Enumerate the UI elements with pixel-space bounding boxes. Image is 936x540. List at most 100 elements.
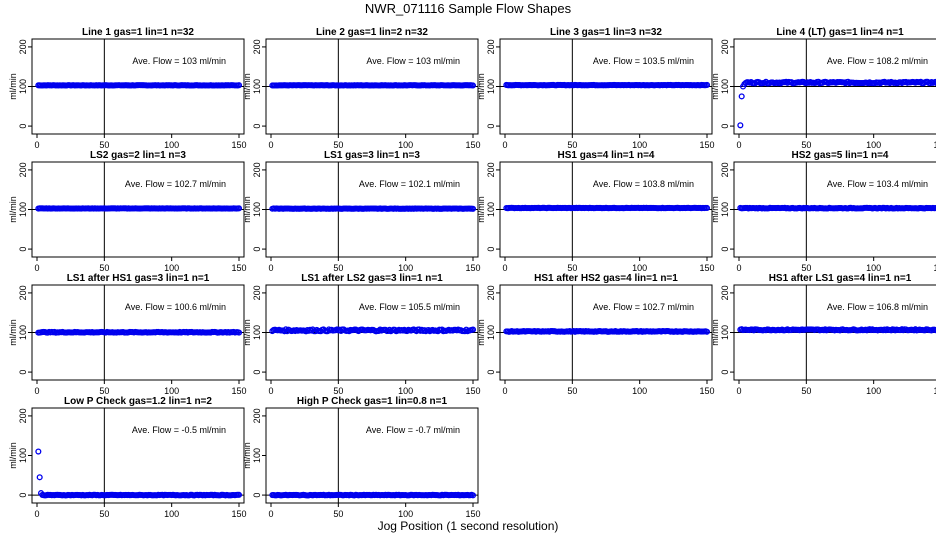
panel-title: Line 1 gas=1 lin=1 n=32 bbox=[82, 27, 194, 38]
x-tick-label: 50 bbox=[801, 263, 811, 273]
data-point bbox=[738, 93, 745, 100]
panel-title: Low P Check gas=1.2 lin=1 n=2 bbox=[64, 396, 212, 407]
average-flow-annotation: Ave. Flow = 103 ml/min bbox=[366, 56, 460, 66]
y-tick-label: 0 bbox=[486, 124, 496, 129]
panel-title: LS1 gas=3 lin=1 n=3 bbox=[324, 150, 420, 161]
y-tick-label: 0 bbox=[18, 370, 28, 375]
x-tick-label: 50 bbox=[567, 140, 577, 150]
y-tick-label: 200 bbox=[720, 285, 730, 300]
x-tick-label: 50 bbox=[333, 386, 343, 396]
page-title: NWR_071116 Sample Flow Shapes bbox=[364, 1, 572, 16]
x-tick-label: 100 bbox=[164, 263, 179, 273]
x-tick-label: 0 bbox=[502, 140, 507, 150]
y-tick-label: 100 bbox=[720, 202, 730, 217]
data-point bbox=[391, 326, 398, 333]
panel-title: LS1 after HS1 gas=3 lin=1 n=1 bbox=[67, 273, 210, 284]
x-tick-label: 150 bbox=[231, 386, 246, 396]
y-axis-label: ml/min bbox=[476, 196, 486, 223]
y-axis-label: ml/min bbox=[8, 196, 18, 223]
y-tick-label: 0 bbox=[720, 124, 730, 129]
panel-title: High P Check gas=1 lin=0.8 n=1 bbox=[297, 396, 448, 407]
average-flow-annotation: Ave. Flow = 103.4 ml/min bbox=[827, 179, 928, 189]
y-tick-label: 100 bbox=[720, 325, 730, 340]
average-flow-annotation: Ave. Flow = 102.7 ml/min bbox=[125, 179, 226, 189]
panel-2: Line 2 gas=1 lin=2 n=32 0 100 200 ml/min 0 50 1… bbox=[242, 27, 481, 150]
x-tick-label: 100 bbox=[866, 263, 881, 273]
y-axis-label: ml/min bbox=[710, 319, 720, 346]
y-tick-label: 0 bbox=[720, 370, 730, 375]
x-tick-label: 0 bbox=[34, 386, 39, 396]
x-tick-label: 0 bbox=[502, 386, 507, 396]
data-point bbox=[703, 81, 711, 88]
y-tick-label: 200 bbox=[18, 408, 28, 423]
data-point bbox=[933, 327, 936, 333]
y-tick-label: 100 bbox=[18, 79, 28, 94]
y-tick-label: 100 bbox=[720, 79, 730, 94]
y-axis-label: ml/min bbox=[710, 196, 720, 223]
y-tick-label: 200 bbox=[252, 162, 262, 177]
average-flow-annotation: Ave. Flow = 106.8 ml/min bbox=[827, 302, 928, 312]
x-tick-label: 150 bbox=[231, 140, 246, 150]
x-tick-label: 0 bbox=[34, 140, 39, 150]
y-axis-label: ml/min bbox=[242, 196, 252, 223]
average-flow-annotation: Ave. Flow = -0.7 ml/min bbox=[366, 425, 460, 435]
x-tick-label: 100 bbox=[398, 386, 413, 396]
y-tick-label: 0 bbox=[486, 247, 496, 252]
y-axis-label: ml/min bbox=[242, 73, 252, 100]
y-tick-label: 100 bbox=[18, 202, 28, 217]
y-tick-label: 100 bbox=[252, 79, 262, 94]
x-tick-label: 100 bbox=[632, 263, 647, 273]
x-tick-label: 0 bbox=[34, 509, 39, 519]
y-axis-label: ml/min bbox=[8, 319, 18, 346]
panel-1: Line 1 gas=1 lin=1 n=32 0 100 200 ml/min 0 50 1… bbox=[8, 27, 247, 150]
y-tick-label: 200 bbox=[18, 285, 28, 300]
average-flow-annotation: Ave. Flow = 105.5 ml/min bbox=[359, 302, 460, 312]
panel-title: HS1 after LS1 gas=4 lin=1 n=1 bbox=[769, 273, 912, 284]
y-tick-label: 200 bbox=[252, 285, 262, 300]
plot-frame bbox=[31, 407, 245, 504]
x-tick-label: 150 bbox=[933, 386, 936, 396]
y-tick-label: 0 bbox=[720, 247, 730, 252]
panel-8: HS2 gas=5 lin=1 n=4 0 100 200 ml/min 0 50 100 15… bbox=[710, 150, 936, 273]
panel-13: Low P Check gas=1.2 lin=1 n=2 0 100 200 ml/m… bbox=[8, 396, 247, 519]
data-point bbox=[703, 204, 711, 212]
data-point bbox=[421, 327, 428, 334]
average-flow-annotation: Ave. Flow = 108.2 ml/min bbox=[827, 56, 928, 66]
x-tick-label: 100 bbox=[398, 263, 413, 273]
y-tick-label: 200 bbox=[720, 39, 730, 54]
data-point bbox=[469, 82, 477, 89]
x-tick-label: 150 bbox=[699, 140, 714, 150]
y-tick-label: 200 bbox=[486, 162, 496, 177]
y-tick-label: 200 bbox=[252, 408, 262, 423]
y-tick-label: 100 bbox=[18, 448, 28, 463]
plot-frame bbox=[265, 407, 479, 504]
x-tick-label: 100 bbox=[164, 140, 179, 150]
y-tick-label: 0 bbox=[18, 247, 28, 252]
x-tick-label: 50 bbox=[333, 509, 343, 519]
x-tick-label: 150 bbox=[933, 140, 936, 150]
panel-title: LS1 after LS2 gas=3 lin=1 n=1 bbox=[301, 273, 443, 284]
data-point bbox=[469, 326, 477, 333]
y-axis-label: ml/min bbox=[242, 442, 252, 469]
x-tick-label: 0 bbox=[502, 263, 507, 273]
x-tick-label: 50 bbox=[99, 140, 109, 150]
x-tick-label: 150 bbox=[933, 263, 936, 273]
data-point bbox=[235, 329, 243, 336]
data-point bbox=[933, 80, 936, 87]
x-tick-label: 0 bbox=[268, 140, 273, 150]
y-tick-label: 200 bbox=[252, 39, 262, 54]
x-tick-label: 150 bbox=[699, 386, 714, 396]
y-tick-label: 0 bbox=[252, 247, 262, 252]
panel-title: HS1 after HS2 gas=4 lin=1 n=1 bbox=[534, 273, 678, 284]
x-tick-label: 150 bbox=[465, 509, 480, 519]
panel-title: Line 4 (LT) gas=1 lin=4 n=1 bbox=[776, 27, 904, 38]
data-point bbox=[469, 205, 477, 212]
x-tick-label: 150 bbox=[231, 263, 246, 273]
y-tick-label: 100 bbox=[18, 325, 28, 340]
x-tick-label: 0 bbox=[34, 263, 39, 273]
x-tick-label: 150 bbox=[699, 263, 714, 273]
data-point bbox=[703, 328, 711, 335]
data-point bbox=[385, 327, 392, 334]
y-axis-label: ml/min bbox=[476, 73, 486, 100]
y-tick-label: 100 bbox=[252, 202, 262, 217]
